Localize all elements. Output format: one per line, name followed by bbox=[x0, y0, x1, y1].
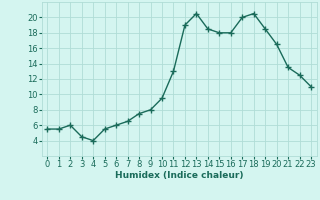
X-axis label: Humidex (Indice chaleur): Humidex (Indice chaleur) bbox=[115, 171, 244, 180]
